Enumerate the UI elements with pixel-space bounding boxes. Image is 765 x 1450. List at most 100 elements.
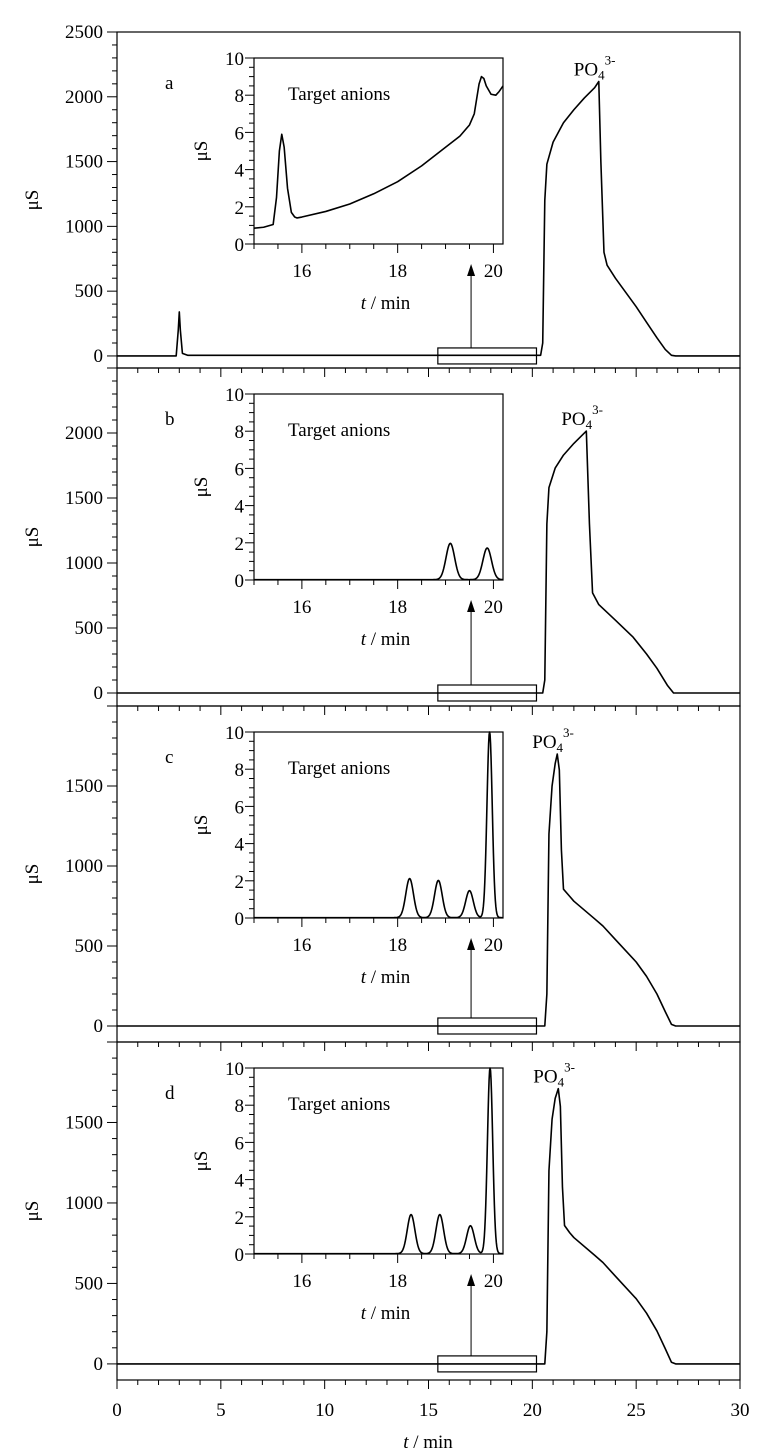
annotation-base: PO	[574, 59, 598, 80]
peak-annotation-po4: PO43-	[561, 402, 603, 432]
inset-x-label-unit: / min	[366, 1303, 411, 1324]
inset-x-label-variable: t	[361, 1303, 367, 1324]
inset-title: Target anions	[288, 84, 390, 105]
inset-y-tick-label: 4	[235, 1171, 245, 1192]
y-tick-label: 500	[75, 936, 104, 957]
y-axis-label: μS	[22, 190, 43, 211]
x-label-unit: / min	[408, 1432, 453, 1450]
inset-x-tick-label: 20	[484, 1271, 503, 1292]
inset-y-tick-label: 4	[235, 161, 245, 182]
inset-y-tick-label: 0	[235, 1245, 245, 1266]
inset-x-tick-label: 18	[388, 1271, 407, 1292]
inset-x-tick-label: 16	[292, 935, 311, 956]
inset-x-axis-label: t / min	[361, 967, 411, 988]
inset-y-tick-label: 10	[225, 723, 244, 744]
inset-y-tick-label: 10	[225, 49, 244, 70]
inset-y-tick-label: 8	[235, 1096, 245, 1117]
inset-series-line	[253, 1067, 504, 1255]
inset-y-tick-label: 2	[235, 534, 245, 555]
inset-frame	[253, 731, 504, 919]
inset-y-tick-label: 0	[235, 909, 245, 930]
inset-x-tick-label: 18	[388, 597, 407, 618]
inset-title: Target anions	[288, 758, 390, 779]
x-tick-label: 15	[419, 1400, 438, 1421]
zoom-arrow-head	[467, 938, 476, 950]
annotation-superscript: 3-	[592, 402, 603, 417]
inset-y-tick-label: 4	[235, 497, 245, 518]
y-tick-label: 500	[75, 618, 104, 639]
peak-annotation-po4: PO43-	[532, 725, 574, 755]
panel-label: a	[165, 73, 174, 94]
inset-y-tick-label: 10	[225, 385, 244, 406]
inset-b: 0 2 4 6 8 10 16 18 20 μS t / min Target anions	[191, 385, 504, 650]
x-tick-label: 20	[523, 1400, 542, 1421]
y-tick-label: 2000	[65, 87, 103, 108]
y-tick-label: 1500	[65, 1112, 103, 1133]
annotation-subscript: 4	[557, 740, 564, 755]
y-tick-label: 1500	[65, 488, 103, 509]
panel-label: d	[165, 1083, 175, 1104]
inset-x-axis-label: t / min	[361, 1303, 411, 1324]
y-tick-label: 500	[75, 1273, 104, 1294]
inset-y-tick-label: 8	[235, 760, 245, 781]
inset-y-tick-label: 10	[225, 1059, 244, 1080]
peak-annotation-po4: PO43-	[574, 52, 616, 82]
y-tick-label: 0	[94, 1016, 104, 1037]
y-tick-label: 500	[75, 281, 104, 302]
y-tick-label: 1500	[65, 776, 103, 797]
panel-label: c	[165, 747, 173, 768]
inset-frame	[253, 393, 504, 581]
inset-x-label-unit: / min	[366, 967, 411, 988]
inset-x-label-variable: t	[361, 629, 367, 650]
inset-x-tick-label: 20	[484, 261, 503, 282]
series-line-a	[117, 80, 740, 357]
inset-x-label-unit: / min	[366, 629, 411, 650]
inset-y-tick-label: 8	[235, 422, 245, 443]
inset-y-tick-label: 2	[235, 1208, 245, 1229]
panel-label: b	[165, 409, 175, 430]
y-axis-label: μS	[22, 1201, 43, 1222]
zoom-region-box	[437, 684, 538, 702]
annotation-base: PO	[561, 409, 585, 430]
series-line-c	[117, 753, 740, 1027]
inset-frame	[253, 57, 504, 245]
x-label-variable: t	[403, 1432, 409, 1450]
inset-y-tick-label: 6	[235, 1133, 245, 1154]
inset-x-tick-label: 16	[292, 261, 311, 282]
x-tick-label: 30	[731, 1400, 750, 1421]
inset-title: Target anions	[288, 1094, 390, 1115]
inset-y-tick-label: 6	[235, 459, 245, 480]
series-line-b	[117, 430, 740, 694]
annotation-subscript: 4	[558, 1075, 565, 1090]
inset-x-tick-label: 16	[292, 597, 311, 618]
inset-y-axis-label: μS	[191, 477, 212, 498]
zoom-region-box	[437, 1017, 538, 1035]
inset-y-axis-label: μS	[191, 1151, 212, 1172]
y-tick-label: 1000	[65, 553, 103, 574]
inset-x-label-variable: t	[361, 293, 367, 314]
inset-x-tick-label: 20	[484, 597, 503, 618]
inset-a: 0 2 4 6 8 10 16 18 20 μS t / min Target anions	[191, 49, 504, 314]
zoom-arrow-head	[467, 264, 476, 276]
y-tick-label: 1000	[65, 856, 103, 877]
inset-y-tick-label: 0	[235, 571, 245, 592]
inset-y-tick-label: 8	[235, 86, 245, 107]
inset-x-axis-label: t / min	[361, 629, 411, 650]
inset-x-tick-label: 20	[484, 935, 503, 956]
inset-x-label-unit: / min	[366, 293, 411, 314]
inset-y-tick-label: 6	[235, 797, 245, 818]
y-tick-label: 2500	[65, 22, 103, 43]
x-tick-label: 5	[216, 1400, 226, 1421]
inset-x-tick-label: 18	[388, 935, 407, 956]
inset-y-tick-label: 0	[235, 235, 245, 256]
inset-title: Target anions	[288, 420, 390, 441]
inset-y-axis-label: μS	[191, 141, 212, 162]
annotation-subscript: 4	[586, 417, 593, 432]
annotation-superscript: 3-	[564, 1060, 575, 1075]
inset-x-tick-label: 18	[388, 261, 407, 282]
series-line-d	[117, 1087, 740, 1365]
y-tick-label: 0	[94, 1354, 104, 1375]
y-tick-label: 2000	[65, 423, 103, 444]
